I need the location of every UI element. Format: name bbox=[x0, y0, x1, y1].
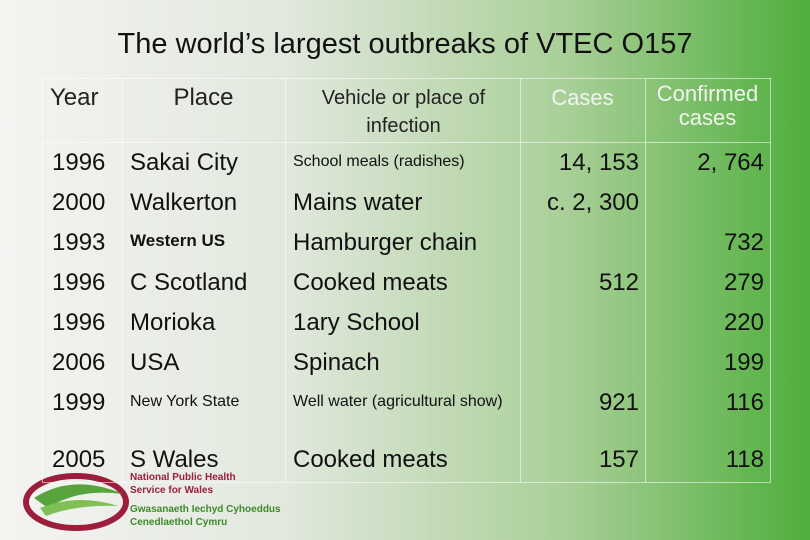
table-cell: 2, 764 bbox=[697, 149, 764, 176]
logo-mark bbox=[23, 473, 129, 531]
table-cell: 921 bbox=[598, 389, 639, 416]
table-cell: 118 bbox=[725, 446, 764, 473]
table-border bbox=[42, 78, 771, 79]
table-cell: New York State bbox=[130, 393, 240, 410]
table-cell: c. 2, 300 bbox=[546, 189, 639, 216]
table-cell: 732 bbox=[723, 229, 764, 256]
table-cell: S Wales bbox=[130, 446, 219, 473]
table-cell: Spinach bbox=[293, 349, 380, 376]
table-cell: 220 bbox=[723, 309, 764, 336]
table-cell: Hamburger chain bbox=[293, 229, 478, 256]
table-cell: School meals (radishes) bbox=[293, 153, 465, 170]
column-header: Year bbox=[50, 84, 99, 111]
table-cell: 2006 bbox=[52, 349, 106, 376]
table-cell: Morioka bbox=[130, 309, 216, 336]
table-border bbox=[42, 78, 43, 482]
table-cell: 1996 bbox=[52, 269, 106, 296]
table-cell: 279 bbox=[723, 269, 764, 296]
table-cell: 1993 bbox=[52, 229, 106, 256]
table-cell: 2005 bbox=[52, 446, 106, 473]
table-cell: 1ary School bbox=[293, 309, 420, 336]
logo-text: National Public Health bbox=[130, 472, 236, 483]
table-cell: 116 bbox=[725, 389, 764, 416]
logo-text: Cenedlaethol Cymru bbox=[130, 517, 228, 528]
table-cell: Cooked meats bbox=[293, 446, 448, 473]
slide-title: The world’s largest outbreaks of VTEC O1… bbox=[117, 28, 693, 60]
table-cell: 512 bbox=[598, 269, 639, 296]
column-header: Cases bbox=[551, 85, 614, 110]
logo-text: Gwasanaeth Iechyd Cyhoeddus bbox=[130, 504, 281, 515]
table-cell: USA bbox=[130, 349, 180, 376]
table-cell: Sakai City bbox=[130, 149, 239, 176]
table-cell: Cooked meats bbox=[293, 269, 448, 296]
table-border bbox=[122, 78, 123, 482]
column-header: Place bbox=[173, 84, 234, 111]
table-border bbox=[520, 78, 521, 482]
table-cell: 2000 bbox=[52, 189, 106, 216]
table-border bbox=[285, 78, 286, 482]
table-cell: 1996 bbox=[52, 309, 106, 336]
table-border bbox=[42, 142, 771, 143]
table-cell: 1999 bbox=[52, 389, 106, 416]
table-cell: 157 bbox=[598, 446, 639, 473]
table-cell: 14, 153 bbox=[558, 149, 639, 176]
column-header: Confirmed cases bbox=[656, 81, 759, 130]
table-cell: 199 bbox=[723, 349, 764, 376]
table-border bbox=[770, 78, 771, 482]
logo-text: Service for Wales bbox=[130, 485, 214, 496]
table-border bbox=[42, 482, 771, 483]
table-cell: Walkerton bbox=[130, 189, 238, 216]
table-cell: C Scotland bbox=[130, 269, 248, 296]
table-cell: Western US bbox=[130, 231, 226, 250]
table-border bbox=[645, 78, 646, 482]
table-cell: Mains water bbox=[293, 189, 423, 216]
table-cell: Well water (agricultural show) bbox=[293, 393, 503, 410]
table-cell: 1996 bbox=[52, 149, 106, 176]
column-header: Vehicle or place of infection bbox=[321, 87, 486, 137]
